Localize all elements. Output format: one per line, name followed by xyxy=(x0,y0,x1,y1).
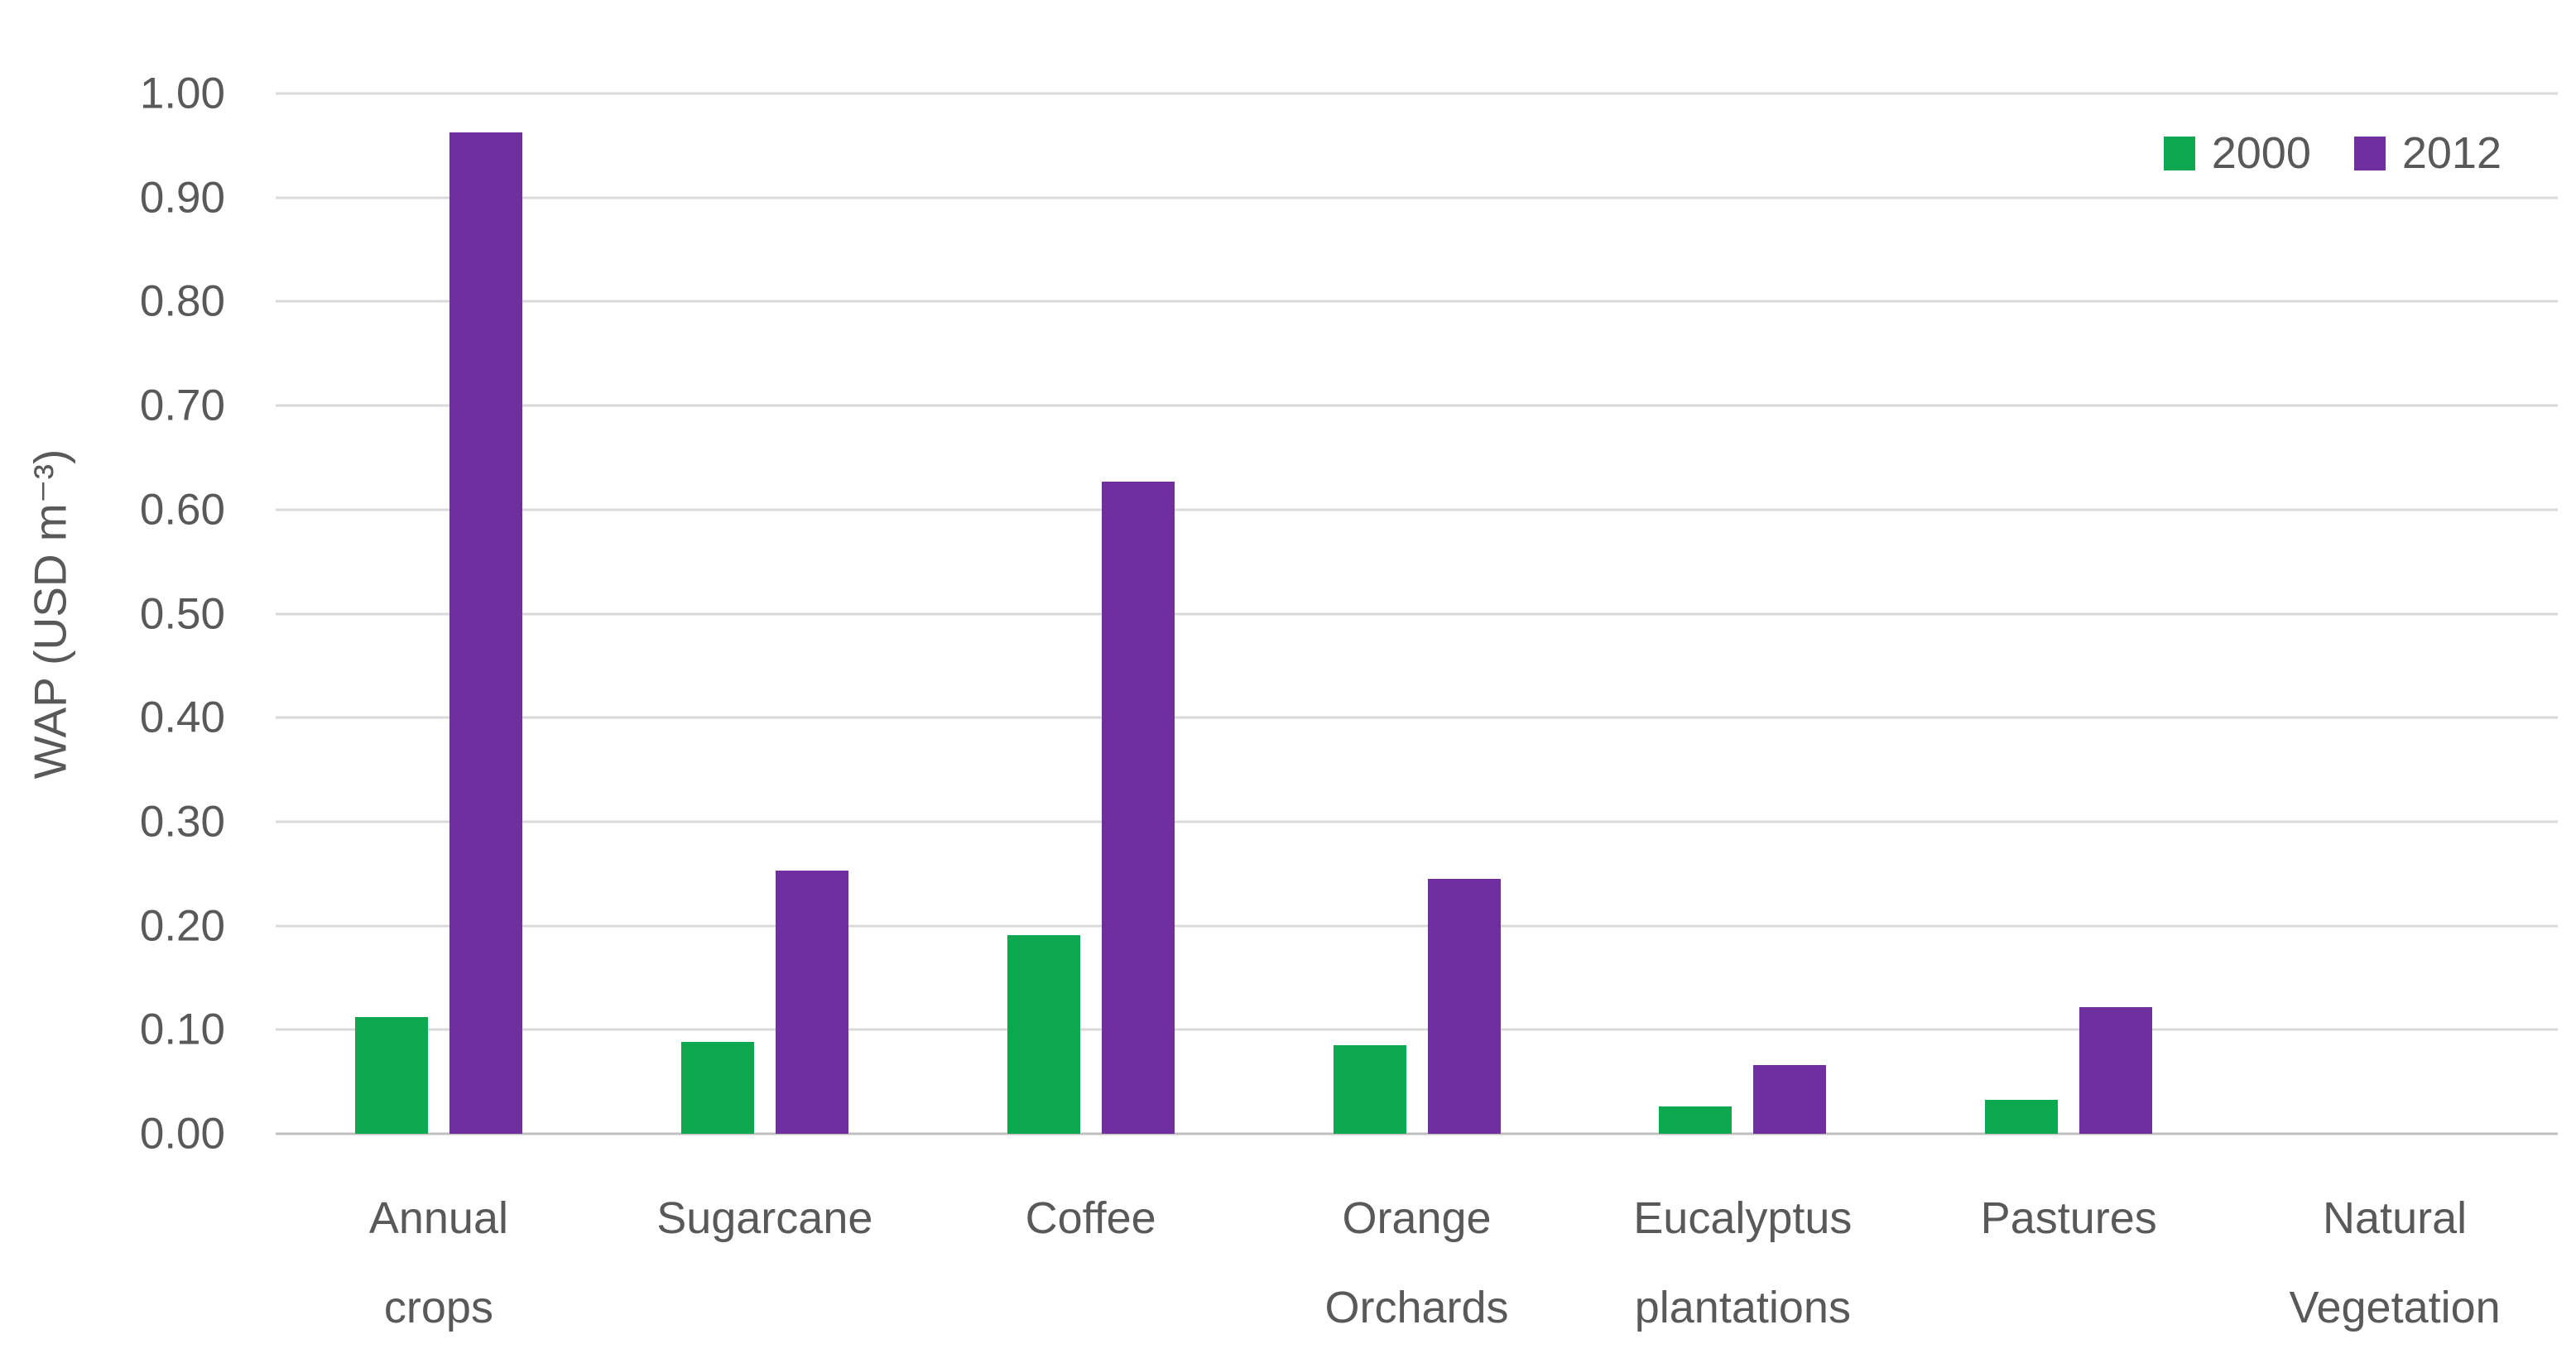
bar-2012 xyxy=(1753,1065,1827,1134)
legend: 2000 2012 xyxy=(2163,128,2502,178)
bar-group xyxy=(928,94,1254,1134)
category-label: Eucalyptus plantations xyxy=(1633,1193,1853,1332)
bar-group xyxy=(1906,94,2232,1134)
y-tick-label: 0.50 xyxy=(139,589,225,638)
y-tick-label: 0.00 xyxy=(139,1109,225,1159)
legend-item-2000: 2000 xyxy=(2163,128,2311,178)
bar-2012 xyxy=(1427,879,1501,1134)
legend-label-2012: 2012 xyxy=(2401,128,2502,178)
category-label: Orange Orchards xyxy=(1324,1193,1509,1332)
gridline xyxy=(276,404,2558,407)
y-tick-label: 0.40 xyxy=(139,693,225,742)
y-tick-label: 0.70 xyxy=(139,381,225,430)
bar-group xyxy=(602,94,928,1134)
bar-group xyxy=(2232,94,2558,1134)
gridline xyxy=(276,508,2558,511)
category-label: Coffee xyxy=(1025,1193,1156,1243)
gridline xyxy=(276,92,2558,95)
x-axis-category-labels: Annual crops Sugarcane Coffee Orange Orchar… xyxy=(276,1173,2558,1352)
bar-2000 xyxy=(680,1042,754,1134)
bar-2000 xyxy=(1007,934,1080,1134)
y-tick-label: 0.20 xyxy=(139,901,225,951)
category-label: Pastures xyxy=(1980,1193,2157,1243)
gridline xyxy=(276,716,2558,719)
category-label: Natural Vegetation xyxy=(2289,1193,2501,1332)
gridline xyxy=(276,820,2558,823)
y-tick-label: 1.00 xyxy=(139,69,225,118)
gridline xyxy=(276,924,2558,928)
x-axis-line xyxy=(276,1132,2558,1135)
gridline xyxy=(276,612,2558,615)
y-tick-label: 0.90 xyxy=(139,173,225,223)
plot-area xyxy=(276,92,2558,1135)
bar-group xyxy=(276,94,602,1134)
bar-2000 xyxy=(1333,1045,1406,1134)
y-tick-label: 0.60 xyxy=(139,485,225,535)
gridline xyxy=(276,196,2558,199)
legend-swatch-2000 xyxy=(2163,136,2195,170)
legend-item-2012: 2012 xyxy=(2353,128,2502,178)
legend-swatch-2012 xyxy=(2353,136,2386,170)
category-label: Sugarcane xyxy=(656,1193,873,1243)
bar-2000 xyxy=(1659,1106,1733,1134)
bar-2012 xyxy=(1101,481,1175,1134)
legend-label-2000: 2000 xyxy=(2211,128,2311,178)
bar-series-container xyxy=(276,94,2558,1134)
y-tick-label: 0.80 xyxy=(139,276,225,326)
bar-2012 xyxy=(2079,1006,2153,1134)
bar-2012 xyxy=(449,132,522,1134)
bar-2012 xyxy=(775,870,848,1134)
y-tick-label: 0.10 xyxy=(139,1005,225,1054)
category-label: Annual crops xyxy=(368,1193,508,1332)
gridline xyxy=(276,300,2558,303)
y-axis-tick-labels: 1.00 0.90 0.80 0.70 0.60 0.50 0.40 0.30 0.20 0.10… xyxy=(0,72,225,1156)
bar-group xyxy=(1254,94,1580,1134)
bar-group xyxy=(1579,94,1906,1134)
bar-2000 xyxy=(354,1017,428,1134)
y-tick-label: 0.30 xyxy=(139,797,225,847)
bar-2000 xyxy=(1985,1099,2059,1134)
gridline xyxy=(276,1028,2558,1031)
